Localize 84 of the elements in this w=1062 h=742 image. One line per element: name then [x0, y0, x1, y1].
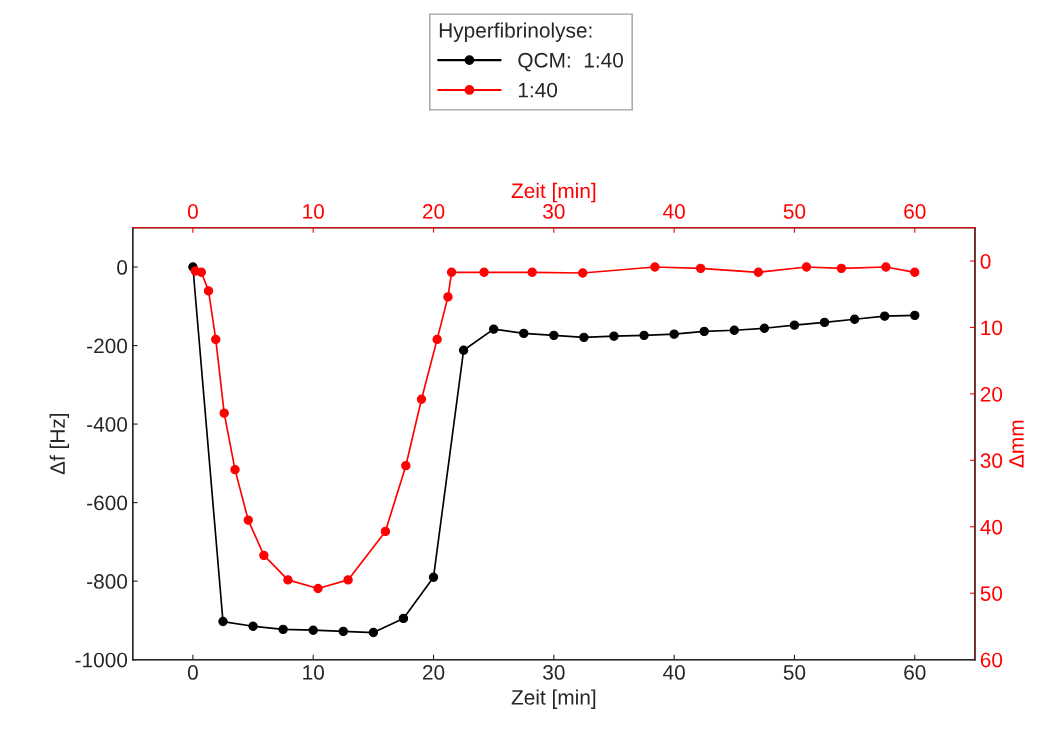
point — [880, 311, 890, 321]
point — [801, 262, 812, 272]
x-tick-label: 0 — [187, 665, 198, 680]
point — [203, 286, 214, 296]
point — [695, 263, 706, 274]
y2-tick-label: 60 — [980, 652, 1003, 668]
y-tick-label: -800 — [87, 574, 128, 589]
x2-tick-label: 10 — [303, 204, 324, 219]
point — [398, 613, 409, 624]
x2-tick-label: 50 — [783, 204, 806, 219]
point — [650, 262, 660, 272]
y2-tick-label: 40 — [980, 519, 1003, 535]
point — [579, 332, 589, 343]
point — [527, 267, 537, 277]
y-tick-label: -1000 — [75, 652, 128, 668]
x-tick-label: 10 — [303, 665, 324, 680]
point — [519, 328, 529, 339]
y2-tick-label: 20 — [980, 386, 1003, 402]
x-tick-label: 30 — [543, 665, 565, 680]
y-tick-label: -200 — [87, 338, 128, 354]
y2-axis-title: Δmm — [1009, 420, 1024, 468]
x-tick-label: 20 — [422, 665, 445, 680]
point — [639, 330, 649, 341]
x-tick-label: 50 — [783, 665, 806, 680]
y2-tick-label: 0 — [980, 254, 991, 269]
x2-tick-label: 0 — [187, 204, 198, 219]
point — [488, 324, 499, 334]
point — [881, 262, 891, 272]
legend-label: QCM: 1:40 — [518, 52, 624, 72]
legend-title: Hyperfibrinolyse: — [439, 22, 592, 42]
point — [343, 575, 353, 585]
x2-tick-label: 20 — [422, 204, 445, 219]
point — [230, 464, 240, 475]
point — [308, 625, 318, 635]
x-tick-label: 60 — [904, 665, 926, 680]
point — [836, 263, 847, 274]
point — [819, 317, 830, 328]
point — [338, 626, 348, 637]
point — [278, 624, 288, 635]
point — [458, 345, 469, 355]
point — [380, 526, 391, 537]
point — [196, 267, 207, 277]
point — [218, 616, 228, 627]
point — [259, 550, 269, 561]
point — [443, 292, 453, 302]
x2-tick-label: 30 — [543, 204, 565, 219]
y-tick-label: 0 — [117, 260, 128, 275]
point — [549, 330, 559, 341]
point — [446, 267, 457, 277]
point — [759, 323, 770, 333]
y-tick-label: -600 — [87, 495, 128, 511]
point — [313, 583, 323, 594]
x-tick-label: 40 — [663, 665, 685, 680]
y-axis-title: Δf [Hz] — [49, 413, 70, 475]
legend-label: 1:40 — [518, 82, 558, 98]
point — [219, 408, 229, 418]
x2-tick-label: 40 — [663, 204, 685, 219]
point — [910, 310, 920, 321]
point — [669, 329, 679, 339]
point — [578, 268, 588, 278]
x2-axis-title: Zeit [min] — [511, 182, 596, 203]
point — [416, 394, 427, 404]
y2-tick-label: 10 — [981, 320, 1003, 336]
y2-tick-label: 30 — [980, 453, 1003, 469]
point — [753, 267, 764, 277]
point — [428, 572, 439, 582]
y-tick-label: -400 — [87, 417, 128, 432]
point — [849, 314, 860, 324]
point — [729, 325, 739, 335]
x2-tick-label: 60 — [904, 204, 926, 219]
point — [699, 326, 709, 337]
point — [789, 320, 800, 330]
point — [243, 515, 253, 525]
point — [432, 334, 442, 345]
point — [479, 267, 489, 277]
point — [368, 627, 379, 638]
point — [283, 575, 293, 585]
y2-tick-label: 50 — [980, 586, 1003, 601]
x-axis-title: Zeit [min] — [511, 689, 596, 709]
point — [609, 331, 619, 341]
point — [910, 267, 920, 277]
point — [211, 334, 221, 345]
point — [401, 460, 411, 471]
point — [248, 621, 258, 631]
